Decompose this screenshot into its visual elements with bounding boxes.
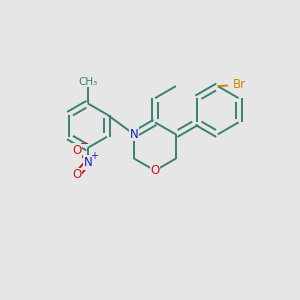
Text: N: N (130, 128, 139, 141)
Text: Br: Br (233, 78, 246, 91)
Text: CH₃: CH₃ (78, 77, 98, 87)
Text: O: O (150, 164, 160, 177)
Text: N: N (83, 156, 92, 169)
Text: +: + (90, 151, 98, 161)
Text: O: O (72, 144, 81, 157)
Text: −: − (80, 139, 89, 149)
Text: O: O (72, 168, 81, 182)
